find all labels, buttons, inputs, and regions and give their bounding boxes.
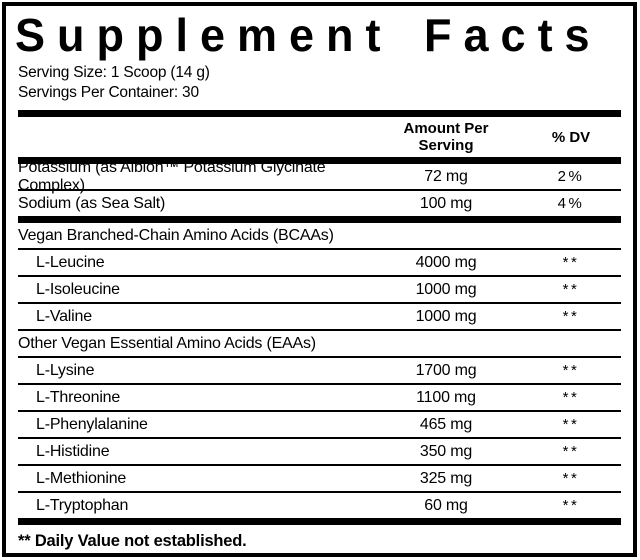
nutrient-name: L-Histidine	[36, 442, 110, 460]
nutrient-amount: 350 mg	[419, 442, 473, 460]
nutrient-name: L-Valine	[36, 307, 92, 325]
section-title: Vegan Branched-Chain Amino Acids (BCAAs)	[18, 226, 334, 244]
nutrient-dv: 4%	[557, 195, 585, 212]
thick-divider	[18, 110, 621, 117]
section-row-bcaas: Vegan Branched-Chain Amino Acids (BCAAs)	[18, 223, 621, 250]
nutrient-dv: **	[562, 497, 580, 514]
thick-divider	[18, 518, 621, 525]
table-row-methionine: L-Methionine 325 mg **	[18, 466, 621, 493]
nutrient-name: L-Leucine	[36, 253, 105, 271]
nutrient-dv: **	[562, 362, 580, 379]
nutrient-name: L-Isoleucine	[36, 280, 120, 298]
nutrient-name: L-Phenylalanine	[36, 415, 148, 433]
nutrient-amount: 60 mg	[424, 496, 468, 514]
table-row-histidine: L-Histidine 350 mg **	[18, 439, 621, 466]
nutrient-name: L-Tryptophan	[36, 496, 129, 514]
section-row-eaas: Other Vegan Essential Amino Acids (EAAs)	[18, 331, 621, 358]
nutrient-dv: **	[562, 308, 580, 325]
table-row-lysine: L-Lysine 1700 mg **	[18, 358, 621, 385]
servings-per-container-text: Servings Per Container: 30	[18, 84, 199, 101]
nutrient-dv: **	[562, 281, 580, 298]
nutrient-dv: **	[562, 443, 580, 460]
nutrient-amount: 4000 mg	[415, 253, 477, 271]
thick-divider	[18, 157, 621, 164]
table-header-row: Amount Per Serving % DV	[18, 117, 621, 157]
nutrient-name: L-Methionine	[36, 469, 127, 487]
nutrient-dv: **	[562, 416, 580, 433]
nutrient-amount: 465 mg	[419, 415, 473, 433]
nutrient-amount: 1000 mg	[415, 280, 477, 298]
table-row-tryptophan: L-Tryptophan 60 mg **	[18, 493, 621, 518]
nutrient-amount: 72 mg	[424, 167, 468, 185]
section-title: Other Vegan Essential Amino Acids (EAAs)	[18, 334, 316, 352]
table-row-valine: L-Valine 1000 mg **	[18, 304, 621, 331]
nutrient-amount: 1100 mg	[416, 388, 476, 406]
nutrient-name: L-Threonine	[36, 388, 121, 406]
table-row-leucine: L-Leucine 4000 mg **	[18, 250, 621, 277]
nutrient-dv: **	[562, 470, 580, 487]
thick-divider	[18, 216, 621, 223]
percent-dv-header: % DV	[551, 128, 591, 146]
nutrient-amount: 325 mg	[419, 469, 473, 487]
nutrient-dv: 2%	[557, 168, 585, 185]
facts-title: Supplement Facts	[15, 8, 602, 61]
nutrient-dv: **	[562, 254, 580, 271]
nutrient-amount: 1700 mg	[415, 361, 477, 379]
table-row-sodium: Sodium (as Sea Salt) 100 mg 4%	[18, 191, 621, 216]
nutrient-amount: 100 mg	[419, 194, 473, 212]
nutrient-dv: **	[562, 389, 580, 406]
table-row-phenylalanine: L-Phenylalanine 465 mg **	[18, 412, 621, 439]
amount-per-serving-header: Amount Per Serving	[371, 120, 521, 154]
nutrient-name: Potassium (as Albion™ Potassium Glycinat…	[18, 158, 326, 194]
table-row-threonine: L-Threonine 1100 mg **	[18, 385, 621, 412]
nutrient-name: Sodium (as Sea Salt)	[18, 194, 166, 212]
table-row-potassium: Potassium (as Albion™ Potassium Glycinat…	[18, 159, 621, 194]
nutrient-name: L-Lysine	[36, 361, 95, 379]
serving-info: Serving Size: 1 Scoop (14 g) Servings Pe…	[18, 63, 621, 103]
nutrient-amount: 1000 mg	[415, 307, 477, 325]
amount-per-serving-label: Amount Per Serving	[403, 120, 489, 154]
footnote-text: ** Daily Value not established.	[18, 532, 247, 550]
serving-size-text: Serving Size: 1 Scoop (14 g)	[18, 64, 210, 81]
table-row-isoleucine: L-Isoleucine 1000 mg **	[18, 277, 621, 304]
